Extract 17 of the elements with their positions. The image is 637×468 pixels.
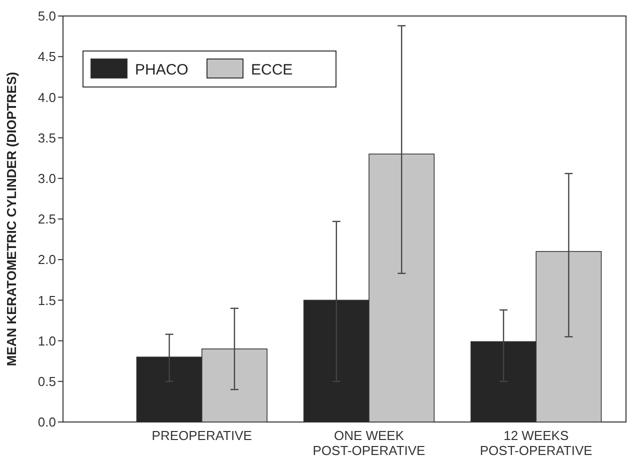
- legend-label: PHACO: [135, 61, 188, 78]
- x-tick-label: 12 WEEKS POST-OPERATIVE: [480, 428, 593, 458]
- x-tick-label: PREOPERATIVE: [152, 428, 252, 443]
- legend-label: ECCE: [251, 61, 293, 78]
- y-tick-label: 1.0: [38, 333, 56, 348]
- y-tick-label: 3.0: [38, 170, 56, 186]
- y-tick-label: 3.5: [38, 130, 56, 146]
- y-tick-label: 2.5: [38, 212, 56, 227]
- y-tick-label: 5.0: [38, 8, 56, 24]
- y-tick-label: 0.5: [38, 374, 56, 389]
- x-tick-label: ONE WEEK POST-OPERATIVE: [312, 428, 426, 458]
- y-tick-label: 1.5: [38, 292, 56, 308]
- y-tick-label: 4.5: [38, 49, 56, 64]
- y-tick-label: 4.0: [38, 90, 56, 105]
- y-tick-label: 2.0: [38, 252, 56, 268]
- y-tick-label: 0.0: [38, 414, 56, 430]
- y-axis-title: MEAN KERATOMETRIC CYLINDER (DIOPTRES): [4, 72, 19, 366]
